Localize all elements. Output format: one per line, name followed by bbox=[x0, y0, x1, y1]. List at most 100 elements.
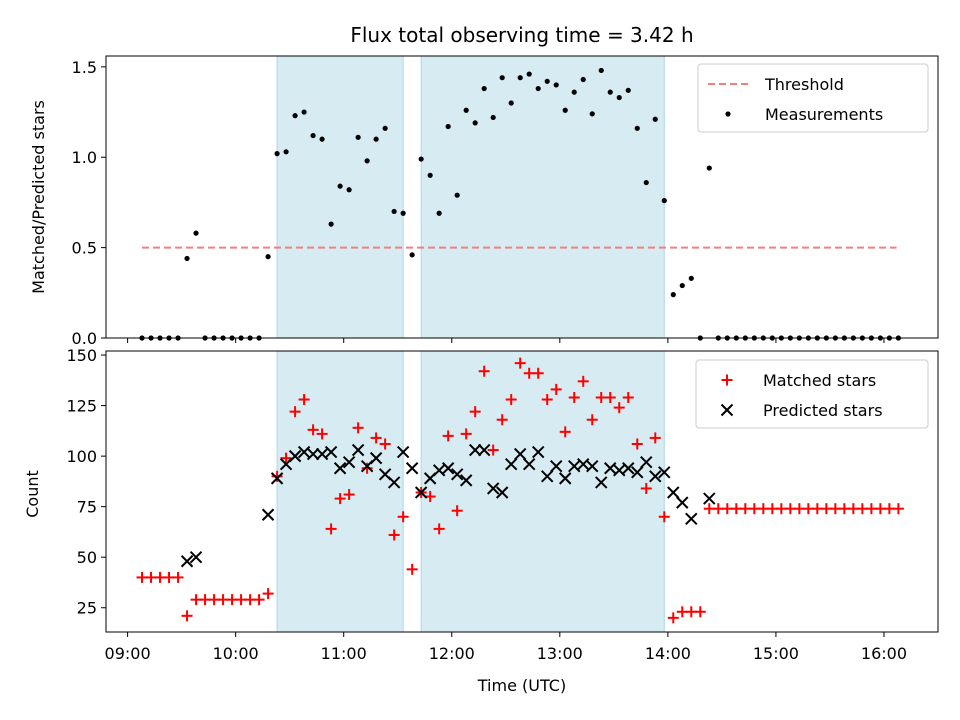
measurement-point bbox=[472, 120, 478, 126]
matched-star-point bbox=[325, 523, 337, 535]
predicted-star-point-b bbox=[522, 458, 536, 471]
bottom-x-tick-label: 12:00 bbox=[429, 644, 475, 663]
legend-matched-swatch bbox=[721, 374, 733, 386]
predicted-star-point bbox=[559, 472, 572, 485]
measurement-point bbox=[265, 254, 271, 260]
matched-star-point bbox=[667, 612, 679, 624]
bottom-x-tick-label: 10:00 bbox=[213, 644, 259, 663]
measurement-point bbox=[301, 109, 307, 115]
matched-star-point bbox=[397, 511, 409, 523]
matched-star-point bbox=[370, 432, 382, 444]
matched-star-point bbox=[658, 511, 670, 523]
predicted-star-point bbox=[324, 445, 338, 459]
predicted-star-point bbox=[306, 447, 320, 461]
predicted-star-point-b bbox=[261, 508, 275, 521]
matched-star-point bbox=[298, 394, 310, 406]
measurement-point bbox=[508, 100, 514, 106]
bottom-x-tick-label: 16:00 bbox=[861, 644, 907, 663]
measurement-point bbox=[517, 75, 523, 81]
matched-star-point bbox=[577, 375, 589, 387]
x-axis-label: Time (UTC) bbox=[477, 676, 566, 695]
predicted-star-point bbox=[504, 458, 518, 471]
bottom-shaded-span-0 bbox=[277, 351, 404, 632]
predicted-star-point-b bbox=[288, 449, 302, 463]
predicted-star-point bbox=[586, 460, 599, 473]
top-shaded-span-1 bbox=[421, 56, 665, 338]
measurement-point bbox=[679, 282, 685, 289]
matched-star-point bbox=[613, 402, 625, 414]
measurement-point bbox=[688, 275, 694, 281]
predicted-star-point-b bbox=[631, 466, 644, 479]
measurement-point bbox=[706, 165, 712, 171]
predicted-star-point bbox=[658, 466, 671, 479]
measurement-point bbox=[463, 107, 469, 113]
matched-star-point bbox=[388, 529, 400, 541]
predicted-star-point-b bbox=[640, 455, 653, 469]
measurement-point bbox=[454, 192, 460, 198]
predicted-star-point-b bbox=[387, 476, 401, 489]
measurement-point bbox=[328, 221, 334, 227]
predicted-star-point bbox=[685, 512, 698, 525]
predicted-star-point bbox=[495, 486, 509, 499]
measurement-point bbox=[544, 78, 550, 84]
measurement-point bbox=[490, 114, 496, 121]
predicted-star-point-b bbox=[604, 462, 617, 475]
bottom-y-axis-label: Count bbox=[23, 470, 42, 518]
predicted-star-point bbox=[486, 482, 500, 495]
matched-star-point bbox=[640, 482, 652, 494]
matched-star-point bbox=[559, 426, 571, 438]
bottom-y-tick-label: 25 bbox=[77, 599, 97, 618]
measurement-point bbox=[382, 125, 388, 131]
predicted-star-point-b bbox=[595, 476, 608, 489]
predicted-star-point bbox=[369, 451, 383, 465]
predicted-star-point bbox=[468, 443, 482, 457]
predicted-star-point-b bbox=[658, 466, 671, 479]
measurement-point bbox=[409, 252, 415, 258]
matched-star-point bbox=[694, 606, 706, 618]
measurement-point bbox=[418, 156, 424, 162]
top-y-axis-label: Matched/Predicted stars bbox=[29, 100, 48, 294]
predicted-star-point-b bbox=[396, 445, 410, 459]
top-y-tick-label: 1.0 bbox=[72, 148, 97, 167]
predicted-star-point bbox=[450, 468, 464, 481]
predicted-star-point-b bbox=[667, 486, 680, 499]
matched-star-point bbox=[586, 414, 598, 426]
predicted-star-point-b bbox=[405, 462, 419, 475]
predicted-star-point-b bbox=[189, 550, 203, 564]
bottom-legend-box bbox=[695, 359, 929, 429]
predicted-star-point-b bbox=[369, 451, 383, 465]
top-y-tick-label: 0.5 bbox=[72, 239, 97, 258]
predicted-star-point-b bbox=[532, 445, 545, 459]
predicted-star-point bbox=[532, 445, 545, 459]
measurement-point bbox=[535, 85, 541, 92]
measurement-point bbox=[364, 158, 370, 164]
measurement-point bbox=[310, 132, 316, 139]
bottom-y-tick-label: 125 bbox=[66, 397, 97, 416]
predicted-star-point bbox=[387, 476, 401, 489]
predicted-star-point bbox=[513, 447, 527, 461]
predicted-star-point-b bbox=[495, 486, 509, 499]
matched-star-point bbox=[379, 438, 391, 450]
predicted-star-point bbox=[288, 449, 302, 463]
legend-matched-label: Matched stars bbox=[763, 371, 876, 390]
predicted-star-point-b bbox=[306, 447, 320, 461]
predicted-star-point-b bbox=[577, 458, 590, 471]
predicted-star-point-b bbox=[676, 496, 689, 509]
bottom-panel: 25 50 75 100 125 150 09:00 10:00 11:00 12:00 13:00… bbox=[66, 346, 939, 663]
measurement-point bbox=[346, 187, 352, 193]
top-y-tick-label: 0.0 bbox=[72, 329, 97, 348]
legend-threshold-label: Threshold bbox=[764, 75, 844, 94]
predicted-star-point bbox=[315, 447, 329, 461]
predicted-star-point bbox=[595, 476, 608, 489]
matched-star-point bbox=[181, 610, 193, 622]
legend-measurements-swatch bbox=[725, 111, 731, 117]
predicted-star-point bbox=[270, 472, 284, 485]
measurement-point bbox=[391, 208, 397, 215]
predicted-star-point bbox=[477, 443, 491, 457]
measurement-point bbox=[445, 123, 451, 130]
predicted-star-point-b bbox=[685, 512, 698, 525]
predicted-star-point-b bbox=[513, 447, 527, 461]
bottom-x-tick-label: 09:00 bbox=[105, 644, 151, 663]
predicted-star-point-b bbox=[315, 447, 329, 461]
measurement-point bbox=[274, 151, 280, 157]
